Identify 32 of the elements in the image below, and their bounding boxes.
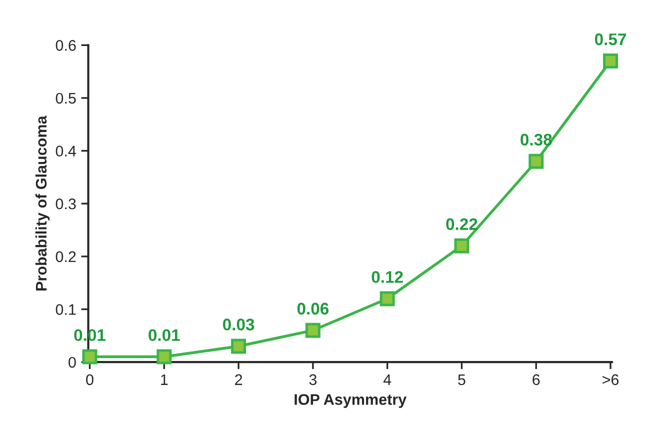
x-tick-label: 0 — [86, 374, 94, 386]
data-label: 0.57 — [594, 33, 626, 46]
x-tick-label: 3 — [309, 374, 317, 386]
x-tick-label: 5 — [458, 374, 466, 386]
y-tick-label: 0 — [68, 356, 76, 368]
data-label: 0.01 — [148, 329, 180, 341]
data-label: 0.22 — [446, 218, 478, 230]
point — [156, 349, 172, 364]
data-label: 0.12 — [372, 271, 403, 283]
point — [82, 349, 98, 364]
x-axis-title: IOP Asymmetry — [294, 394, 407, 408]
point — [305, 322, 320, 338]
y-tick-label: 0.2 — [56, 251, 76, 262]
point — [454, 238, 470, 254]
x-tick-label: 2 — [235, 374, 242, 385]
point — [380, 291, 395, 306]
data-label: 0.03 — [222, 318, 254, 330]
point — [231, 338, 246, 354]
data-label: 0.06 — [297, 302, 329, 315]
point — [603, 54, 618, 68]
y-tick-label: 0.1 — [56, 304, 76, 315]
y-tick-label: 0.4 — [56, 146, 76, 156]
y-tick-label: 0.3 — [56, 198, 76, 210]
data-label: 0.38 — [520, 134, 552, 146]
y-tick-label: 0.6 — [56, 40, 76, 51]
x-tick-label: 4 — [383, 374, 392, 385]
x-tick-label: 6 — [532, 374, 540, 386]
y-tick-label: 0.5 — [56, 92, 76, 104]
x-tick-label: >6 — [602, 374, 619, 386]
y-axis-title: Probability of Glaucoma — [35, 116, 50, 290]
point — [528, 154, 544, 169]
x-tick-label: 1 — [161, 374, 168, 385]
